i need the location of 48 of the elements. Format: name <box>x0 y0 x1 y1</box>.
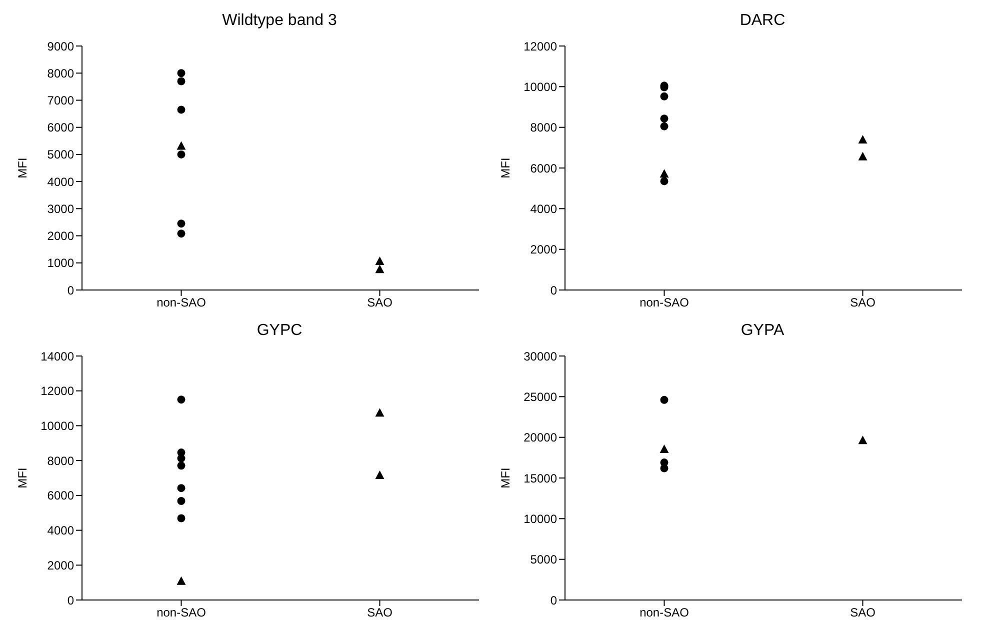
x-tick-label: non-SAO <box>156 606 206 620</box>
chart-title: Wildtype band 3 <box>221 11 338 31</box>
y-tick-label: 2000 <box>530 242 558 257</box>
y-tick-label: 6000 <box>47 120 74 135</box>
chart-title: DARC <box>738 11 786 31</box>
y-tick-label: 4000 <box>47 524 74 538</box>
y-axis-title: MFI <box>498 468 512 488</box>
x-tick-label: SAO <box>850 606 876 620</box>
y-tick-label: 6000 <box>47 488 74 503</box>
y-tick-label: 15000 <box>524 471 558 486</box>
x-tick-label: SAO <box>367 296 392 310</box>
chart-title: GYPC <box>256 321 304 341</box>
y-tick-label: 10000 <box>524 512 558 526</box>
y-tick-label: 4000 <box>530 202 558 216</box>
y-tick-label: 9000 <box>47 39 74 54</box>
y-tick-label: 10000 <box>40 418 74 433</box>
y-tick-label: 20000 <box>524 430 558 445</box>
y-tick-label: 8000 <box>47 454 74 468</box>
y-tick-label: 1000 <box>47 256 74 270</box>
y-tick-label: 25000 <box>524 390 558 404</box>
y-tick-label: 14000 <box>40 349 74 364</box>
x-tick-label: SAO <box>850 296 876 310</box>
y-tick-label: 0 <box>550 283 558 298</box>
y-axis-title: MFI <box>15 158 30 178</box>
y-tick-label: 2000 <box>47 558 74 572</box>
x-tick-label: non-SAO <box>640 296 689 310</box>
y-tick-label: 6000 <box>530 161 558 176</box>
y-tick-label: 7000 <box>47 93 74 108</box>
x-tick-label: SAO <box>367 606 392 620</box>
y-tick-label: 10000 <box>524 80 558 94</box>
y-tick-label: 8000 <box>47 66 74 80</box>
y-tick-label: 5000 <box>47 148 74 162</box>
x-tick-label: non-SAO <box>156 296 206 310</box>
y-tick-label: 5000 <box>530 552 558 567</box>
y-tick-label: 0 <box>550 593 558 608</box>
y-axis-title: MFI <box>15 468 30 488</box>
y-axis-title: MFI <box>498 158 512 178</box>
y-tick-label: 4000 <box>47 174 74 189</box>
chart-title: GYPA <box>740 321 786 341</box>
y-tick-label: 8000 <box>530 120 558 135</box>
y-tick-label: 12000 <box>524 39 558 54</box>
x-tick-label: non-SAO <box>640 606 689 620</box>
y-tick-label: 0 <box>67 283 74 298</box>
y-tick-label: 12000 <box>40 384 74 398</box>
y-tick-label: 30000 <box>524 349 558 364</box>
y-tick-label: 3000 <box>47 202 74 216</box>
y-tick-label: 2000 <box>47 229 74 244</box>
y-tick-label: 0 <box>67 593 74 608</box>
